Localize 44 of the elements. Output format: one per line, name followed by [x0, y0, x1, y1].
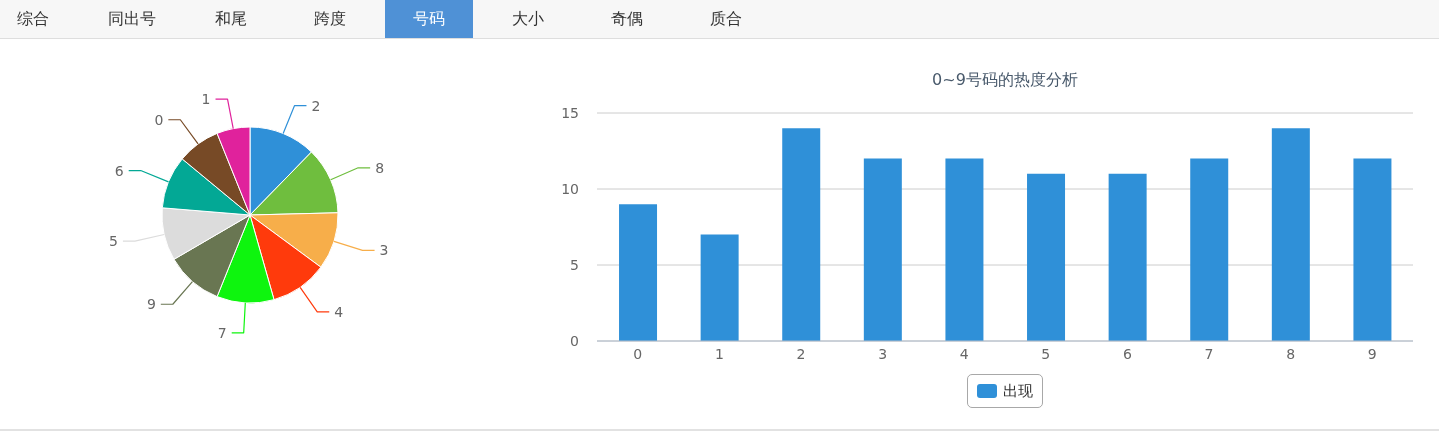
slice-label: 4 [334, 303, 344, 320]
text: 和尾 [215, 8, 247, 30]
bar [945, 158, 984, 341]
bar [1108, 173, 1147, 341]
slice-label: 5 [109, 233, 118, 250]
bar [1190, 158, 1229, 341]
slice-label: 3 [379, 242, 389, 259]
x-tick-label: 3 [878, 345, 888, 362]
y-tick-label: 15 [561, 104, 579, 121]
chart-title: 0~9号码的热度分析 [932, 70, 1078, 89]
x-tick-label: 4 [959, 345, 969, 362]
text: 大小 [512, 8, 544, 30]
slice-label: 0 [154, 111, 164, 128]
text: 跨度 [314, 8, 346, 30]
text: 号码 [413, 8, 445, 30]
x-tick-label: 7 [1204, 345, 1214, 362]
slice-label: 6 [114, 162, 124, 179]
bar [1353, 158, 1392, 341]
slice-label: 1 [201, 91, 211, 108]
y-tick-label: 0 [570, 332, 579, 349]
slice-label: 7 [217, 324, 227, 341]
text: 质合 [710, 8, 742, 30]
x-tick-label: 0 [633, 345, 643, 362]
bar [1271, 128, 1310, 341]
y-tick-label: 5 [570, 256, 579, 273]
y-tick-label: 10 [561, 180, 579, 197]
bar [619, 204, 658, 341]
bar [1027, 173, 1066, 341]
bar [782, 128, 821, 341]
x-tick-label: 2 [796, 345, 806, 362]
text: 同出号 [108, 8, 156, 30]
bar [863, 158, 902, 341]
text: 奇偶 [611, 8, 643, 30]
x-tick-label: 1 [714, 345, 724, 362]
x-tick-label: 6 [1122, 345, 1132, 362]
x-tick-label: 9 [1367, 345, 1377, 362]
bar [700, 234, 739, 341]
text: 综合 [17, 8, 49, 30]
x-tick-label: 8 [1286, 345, 1296, 362]
legend-label: 出现 [1003, 382, 1033, 400]
slice-label: 2 [311, 97, 321, 114]
slice-label: 9 [146, 296, 156, 313]
x-tick-label: 5 [1041, 345, 1051, 362]
slice-label: 8 [375, 159, 385, 176]
